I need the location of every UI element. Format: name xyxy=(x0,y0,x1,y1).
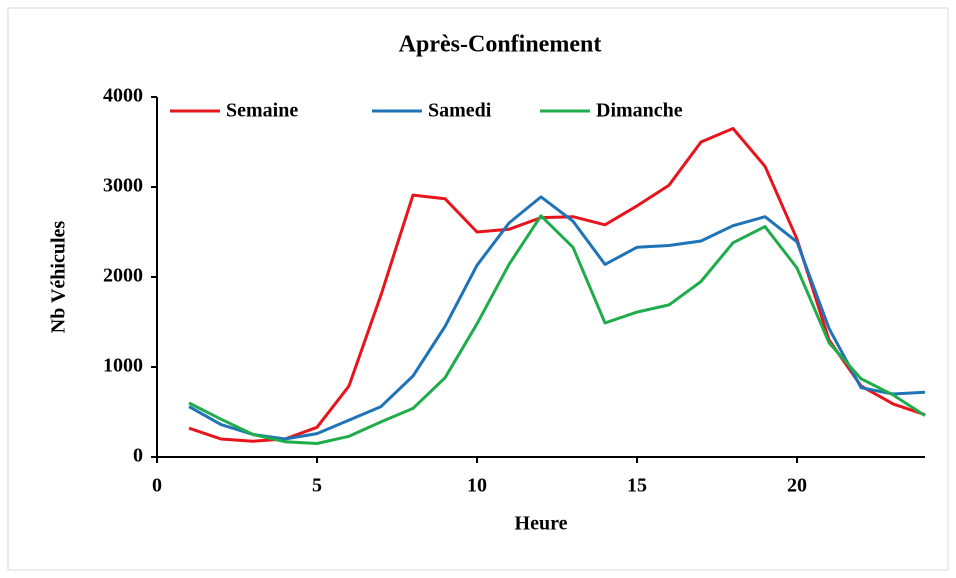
y-tick-label: 1000 xyxy=(103,355,143,377)
y-tick-label: 4000 xyxy=(103,85,143,107)
legend-label: Samedi xyxy=(428,100,492,122)
y-tick-label: 3000 xyxy=(103,175,143,197)
y-tick-label: 0 xyxy=(133,445,143,467)
x-tick-label: 0 xyxy=(152,475,162,497)
x-tick-label: 20 xyxy=(787,475,807,497)
chart-title: Après-Confinement xyxy=(399,32,602,58)
x-tick-label: 5 xyxy=(312,475,322,497)
legend-label: Semaine xyxy=(226,100,298,122)
x-tick-label: 10 xyxy=(467,475,487,497)
x-axis-label: Heure xyxy=(515,513,568,535)
series-line xyxy=(188,195,926,441)
y-tick-label: 2000 xyxy=(103,265,143,287)
legend-label: Dimanche xyxy=(596,100,683,122)
y-axis-label: Nb Véhicules xyxy=(48,221,70,334)
series-line xyxy=(188,214,926,445)
chart-border xyxy=(7,7,949,571)
x-tick-label: 15 xyxy=(627,475,647,497)
